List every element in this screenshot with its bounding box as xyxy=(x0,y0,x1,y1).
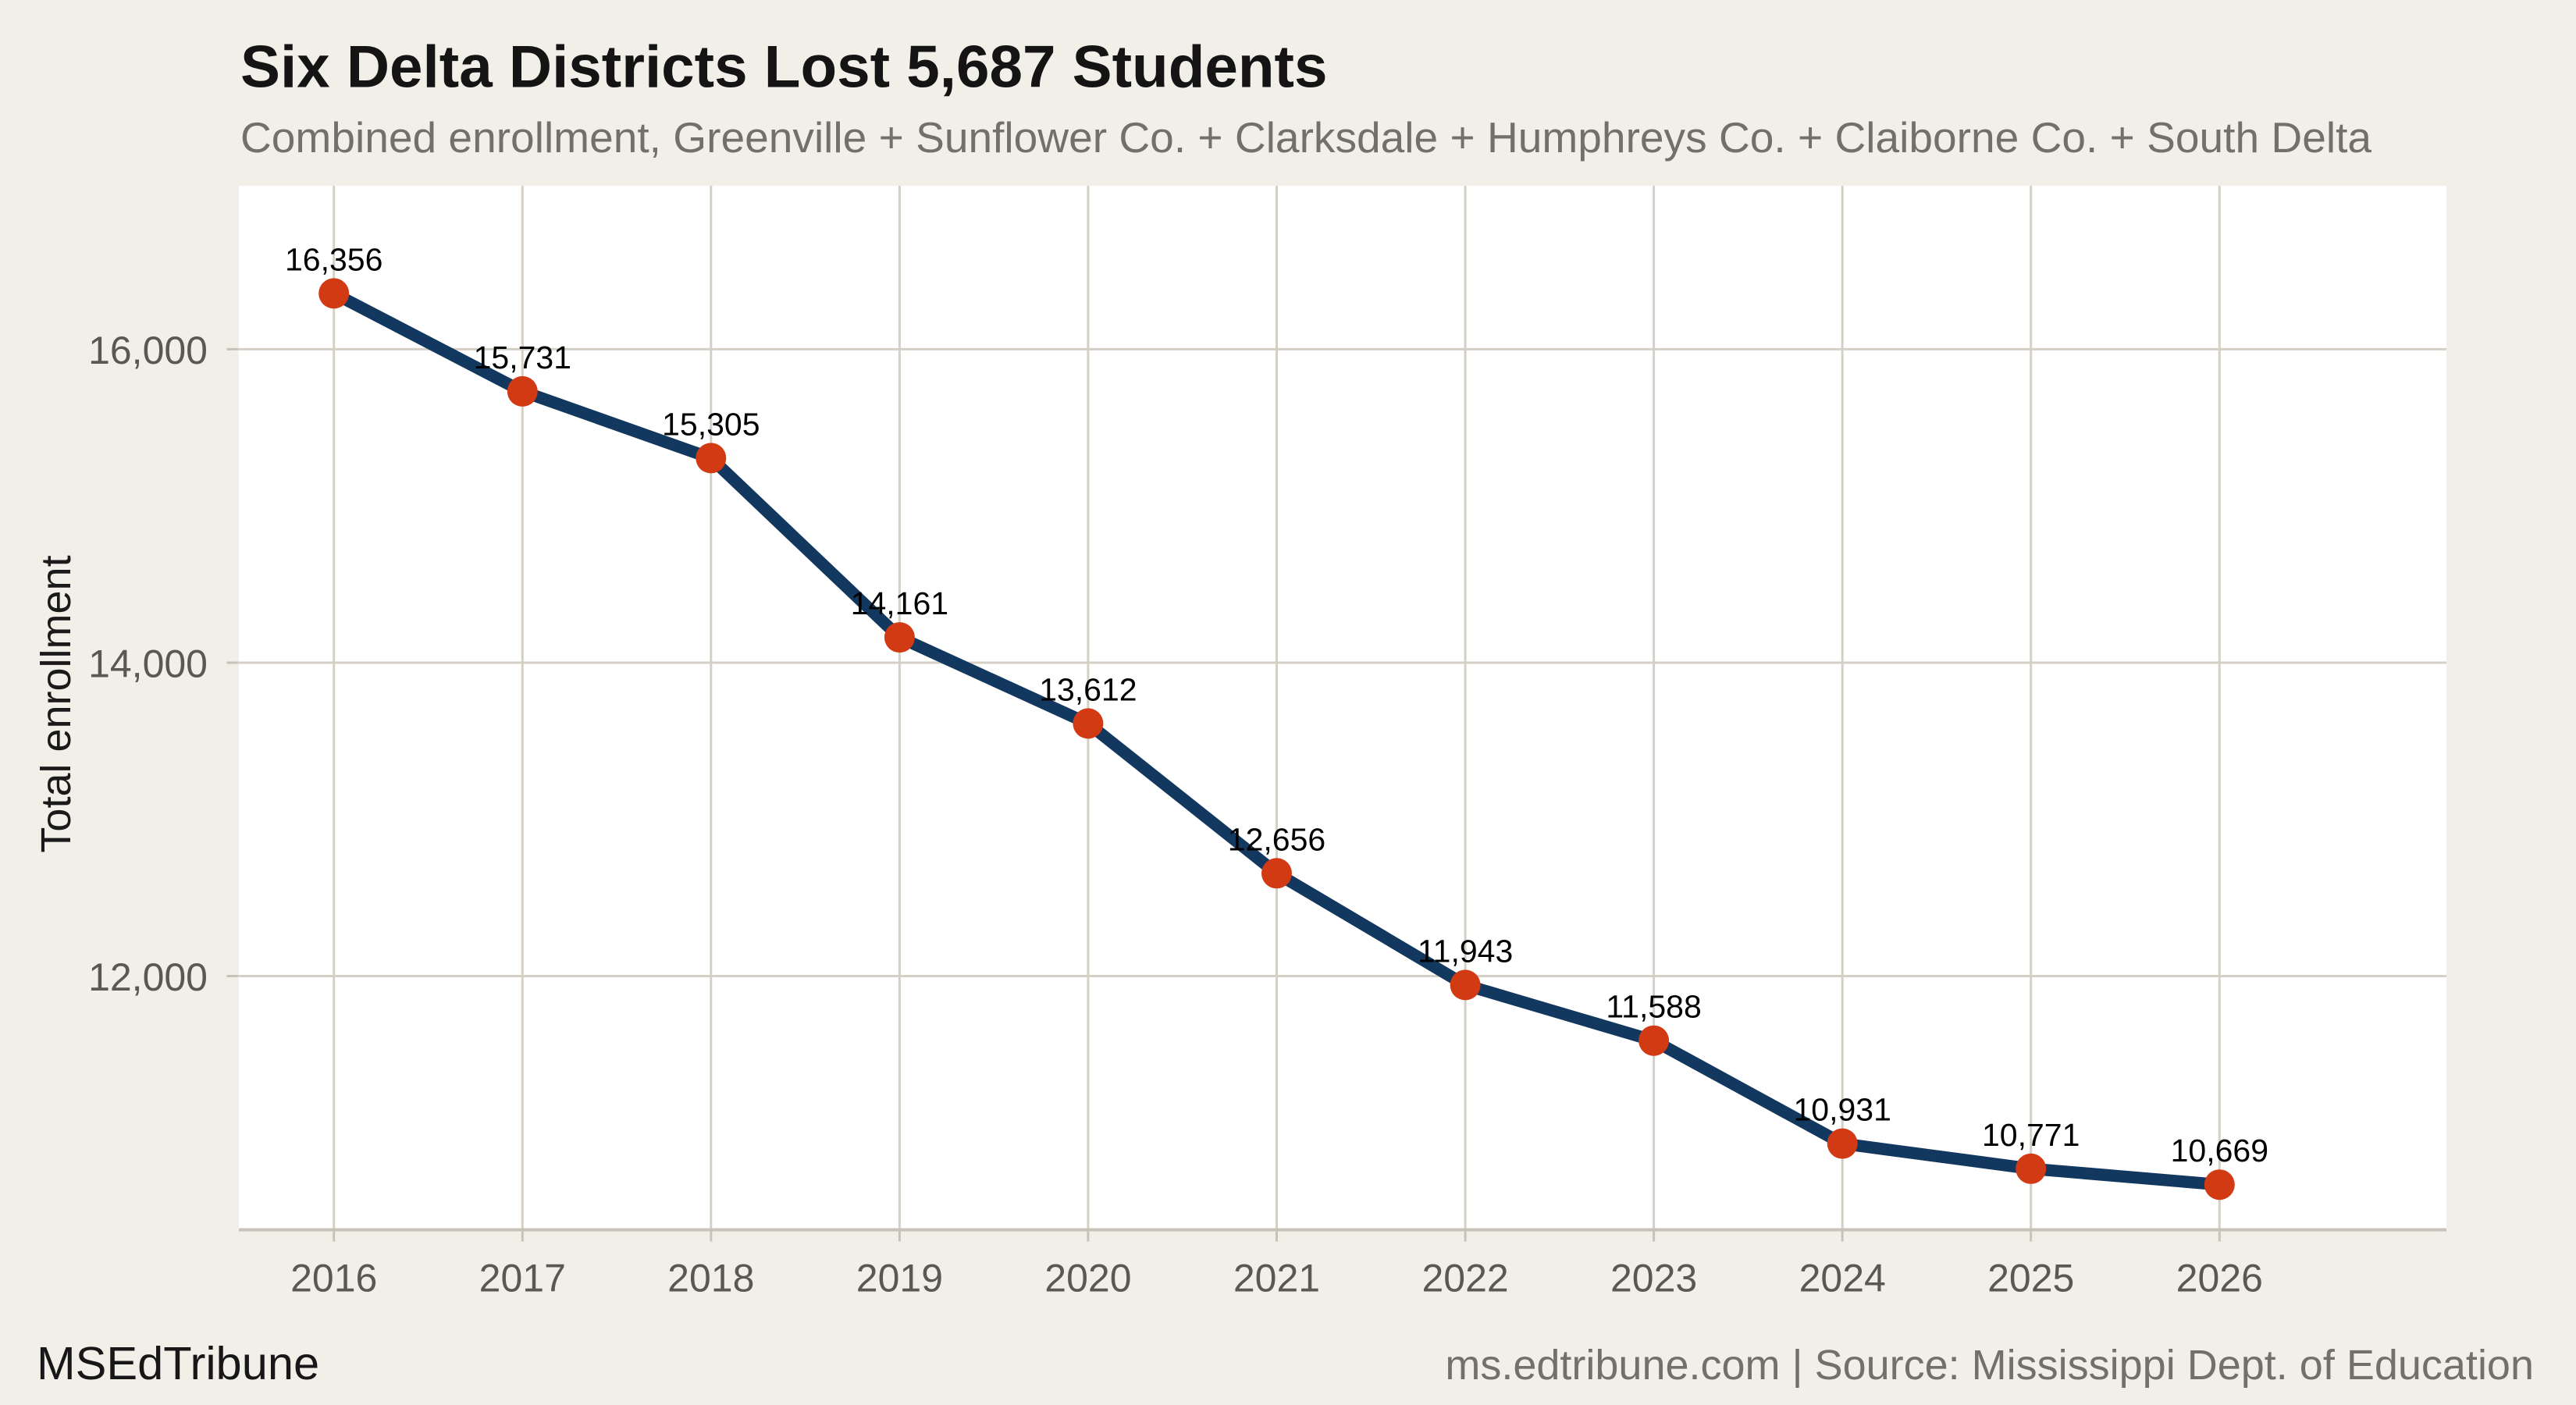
svg-text:2016: 2016 xyxy=(290,1256,377,1300)
svg-text:14,000: 14,000 xyxy=(88,642,208,686)
svg-text:2023: 2023 xyxy=(1610,1256,1697,1300)
svg-text:2019: 2019 xyxy=(856,1256,943,1300)
svg-text:Six Delta Districts Lost 5,687: Six Delta Districts Lost 5,687 Students xyxy=(240,34,1327,101)
svg-text:Combined enrollment, Greenvill: Combined enrollment, Greenville + Sunflo… xyxy=(240,113,2371,162)
svg-text:10,771: 10,771 xyxy=(1982,1117,2080,1153)
svg-text:12,000: 12,000 xyxy=(88,955,208,999)
svg-text:2021: 2021 xyxy=(1233,1256,1320,1300)
svg-text:15,305: 15,305 xyxy=(662,406,760,442)
svg-text:10,669: 10,669 xyxy=(2171,1133,2268,1168)
svg-text:2025: 2025 xyxy=(1987,1256,2074,1300)
svg-text:13,612: 13,612 xyxy=(1039,671,1137,707)
svg-text:10,931: 10,931 xyxy=(1793,1092,1891,1128)
svg-text:2020: 2020 xyxy=(1044,1256,1131,1300)
svg-text:15,731: 15,731 xyxy=(474,340,571,375)
svg-text:2022: 2022 xyxy=(1421,1256,1508,1300)
svg-text:16,000: 16,000 xyxy=(88,329,208,372)
svg-text:2024: 2024 xyxy=(1799,1256,1886,1300)
svg-text:MSEdTribune: MSEdTribune xyxy=(37,1337,319,1389)
svg-text:2026: 2026 xyxy=(2176,1256,2263,1300)
svg-text:16,356: 16,356 xyxy=(285,241,382,277)
svg-text:11,588: 11,588 xyxy=(1606,989,1701,1025)
svg-text:11,943: 11,943 xyxy=(1418,933,1513,969)
svg-text:2017: 2017 xyxy=(479,1256,566,1300)
svg-text:14,161: 14,161 xyxy=(851,585,948,621)
svg-text:12,656: 12,656 xyxy=(1228,821,1325,857)
svg-text:ms.edtribune.com | Source: Mis: ms.edtribune.com | Source: Mississippi D… xyxy=(1445,1342,2534,1389)
svg-text:2018: 2018 xyxy=(667,1256,754,1300)
svg-text:Total enrollment: Total enrollment xyxy=(33,555,80,852)
